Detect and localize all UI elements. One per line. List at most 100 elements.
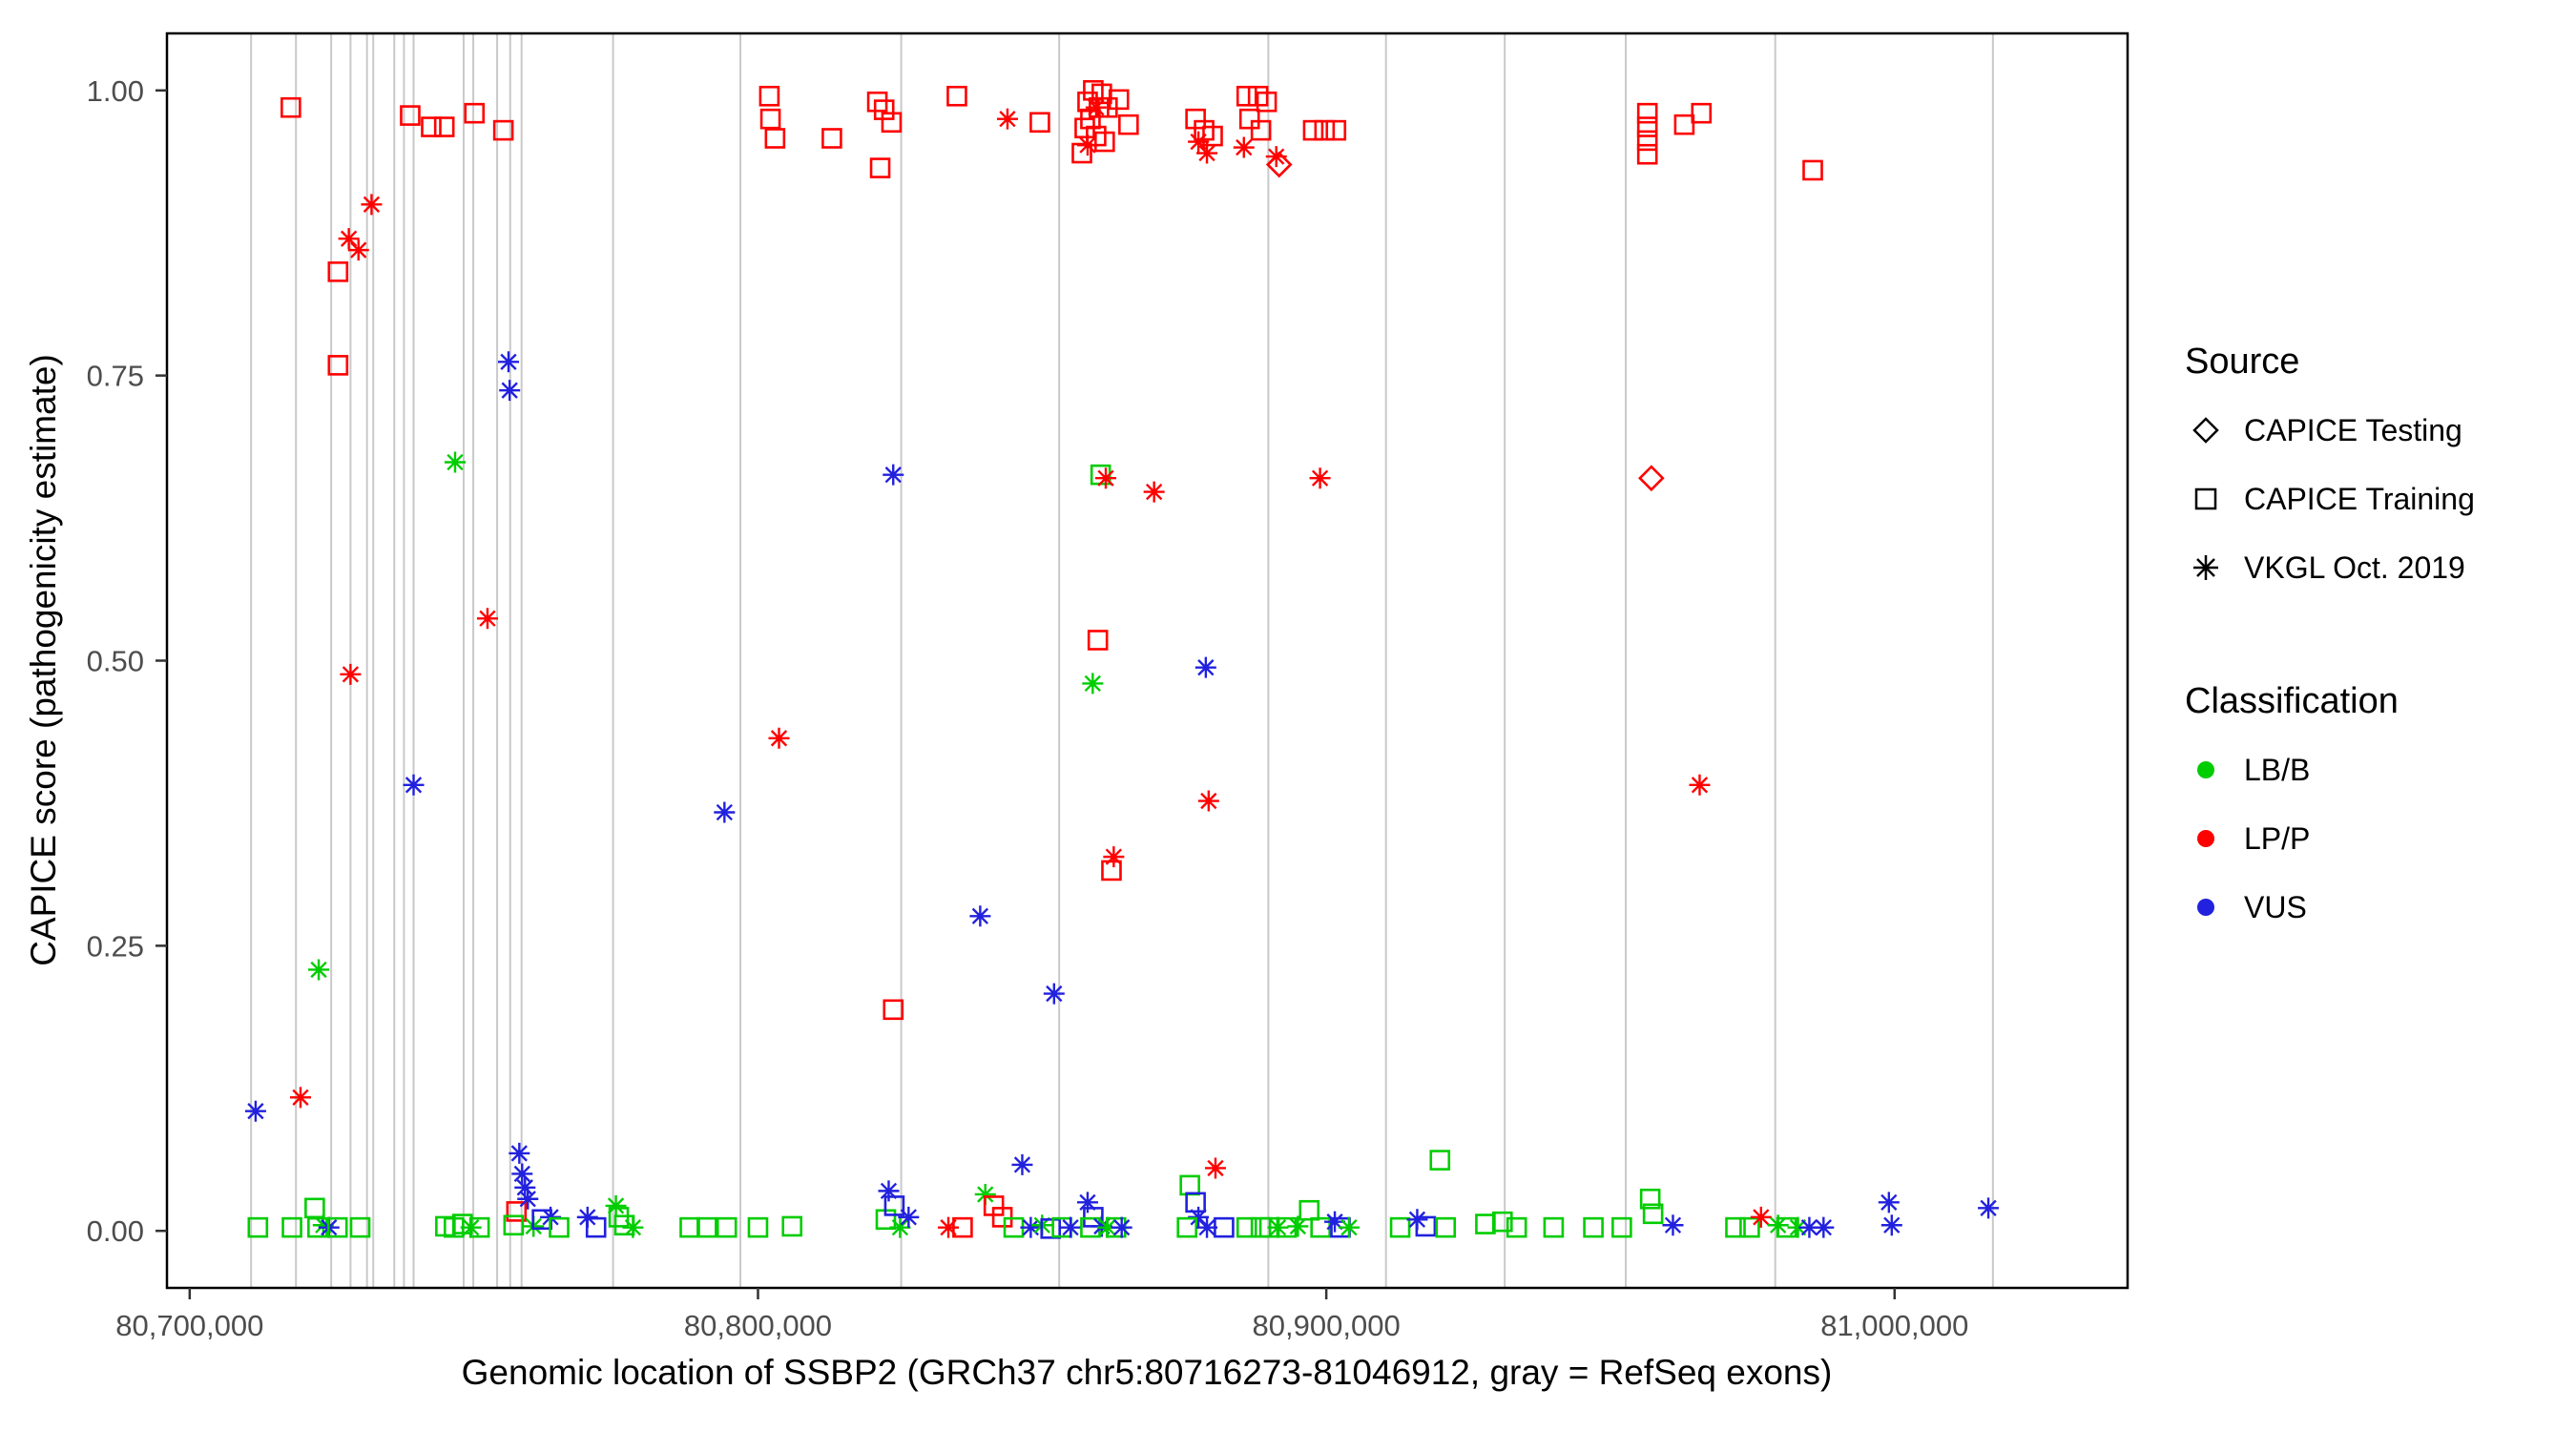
- data-point: [1638, 465, 1665, 492]
- data-point: [881, 112, 903, 134]
- data-point: [974, 1183, 996, 1205]
- data-point: [1298, 1199, 1320, 1221]
- lpp-dot-icon: [2185, 818, 2227, 860]
- data-point: [768, 727, 790, 749]
- data-point: [280, 96, 301, 118]
- data-point: [1324, 1211, 1346, 1233]
- data-point: [938, 1216, 960, 1238]
- data-point: [1302, 119, 1324, 141]
- data-point: [1978, 1197, 2000, 1219]
- data-point: [403, 774, 425, 796]
- data-point: [1583, 1216, 1604, 1238]
- data-point: [758, 85, 780, 107]
- data-point: [781, 1215, 803, 1237]
- y-tick-label: 0.50: [87, 645, 144, 678]
- x-tick-label: 80,800,000: [684, 1309, 832, 1342]
- data-point: [1214, 1216, 1235, 1238]
- data-point: [747, 1216, 769, 1238]
- data-point: [1673, 114, 1695, 135]
- data-point: [585, 1216, 607, 1238]
- data-point: [1636, 143, 1658, 165]
- data-point: [952, 1216, 973, 1238]
- legend-source-title: Source: [2185, 342, 2300, 382]
- data-point: [716, 1216, 737, 1238]
- data-point: [1787, 1216, 1809, 1238]
- lbb-dot-icon: [2185, 749, 2227, 791]
- data-point: [492, 119, 514, 141]
- data-point: [1750, 1206, 1772, 1228]
- data-point: [1176, 1216, 1197, 1238]
- y-tick-label: 0.75: [87, 360, 144, 393]
- legend-item-label: CAPICE Training: [2244, 481, 2475, 516]
- data-point: [1314, 119, 1336, 141]
- legend-classification-title: Classification: [2185, 681, 2399, 721]
- data-point: [1071, 142, 1092, 164]
- data-point: [1108, 89, 1130, 111]
- data-point: [421, 116, 442, 137]
- data-point: [468, 1216, 490, 1238]
- data-point: [1636, 130, 1658, 152]
- data-point: [1236, 85, 1257, 107]
- data-point: [1325, 119, 1347, 141]
- data-point: [1435, 1216, 1457, 1238]
- diamond-icon: [2185, 409, 2227, 451]
- data-point: [1087, 630, 1109, 651]
- data-point: [1611, 1216, 1632, 1238]
- data-point: [1095, 467, 1117, 489]
- data-point: [1236, 1216, 1257, 1238]
- vus-dot-icon: [2185, 886, 2227, 928]
- data-point: [1389, 1216, 1411, 1238]
- asterisk-icon: [2185, 547, 2227, 589]
- data-point: [247, 1216, 269, 1238]
- data-point: [349, 1216, 371, 1238]
- legend-item-label: CAPICE Testing: [2244, 412, 2462, 447]
- data-point: [1309, 467, 1331, 489]
- data-point: [1691, 102, 1713, 124]
- data-point: [883, 464, 904, 486]
- data-point: [679, 1216, 700, 1238]
- data-point: [1020, 1216, 1042, 1238]
- legend-item-lpp: LP/P: [2185, 804, 2399, 873]
- data-point: [304, 1197, 325, 1219]
- data-point: [476, 608, 498, 630]
- legend-item-capice-training: CAPICE Training: [2185, 465, 2475, 533]
- data-point: [1639, 1188, 1661, 1210]
- legend-item-vkgl: VKGL Oct. 2019: [2185, 533, 2475, 602]
- data-point: [1287, 1215, 1309, 1237]
- data-point: [1256, 91, 1278, 113]
- data-point: [1085, 96, 1107, 118]
- data-point: [1475, 1213, 1496, 1234]
- legend-classification-block: Classification LB/B LP/P VUS: [2185, 681, 2399, 942]
- data-point: [1094, 131, 1115, 153]
- data-point: [1491, 1211, 1513, 1233]
- data-point: [1143, 481, 1165, 503]
- data-point: [497, 351, 519, 373]
- data-point: [996, 108, 1018, 130]
- data-point: [1238, 108, 1260, 130]
- y-tick-label: 1.00: [87, 74, 144, 108]
- data-point: [506, 1201, 528, 1222]
- data-point: [1506, 1216, 1527, 1238]
- data-point: [1118, 114, 1139, 135]
- data-point: [549, 1216, 570, 1238]
- data-point: [1878, 1192, 1900, 1213]
- data-point: [433, 116, 455, 137]
- data-point: [1233, 136, 1255, 158]
- data-point: [883, 1195, 905, 1216]
- data-point: [1642, 1203, 1664, 1225]
- legend: Source CAPICE Testing CAPICE Training VK…: [2185, 0, 2576, 1431]
- legend-source-block: Source CAPICE Testing CAPICE Training VK…: [2185, 342, 2475, 602]
- data-point: [1636, 116, 1658, 137]
- data-point: [1179, 1174, 1200, 1196]
- data-point: [1111, 1216, 1132, 1238]
- data-point: [1204, 1157, 1226, 1179]
- y-axis-title: CAPICE score (pathogenicity estimate): [24, 354, 63, 966]
- data-point: [878, 1180, 900, 1202]
- data-point: [281, 1216, 302, 1238]
- square-icon: [2185, 478, 2227, 520]
- data-point: [1415, 1215, 1437, 1237]
- data-point: [1338, 1216, 1360, 1238]
- legend-item-capice-testing: CAPICE Testing: [2185, 396, 2475, 465]
- data-point: [1090, 464, 1111, 486]
